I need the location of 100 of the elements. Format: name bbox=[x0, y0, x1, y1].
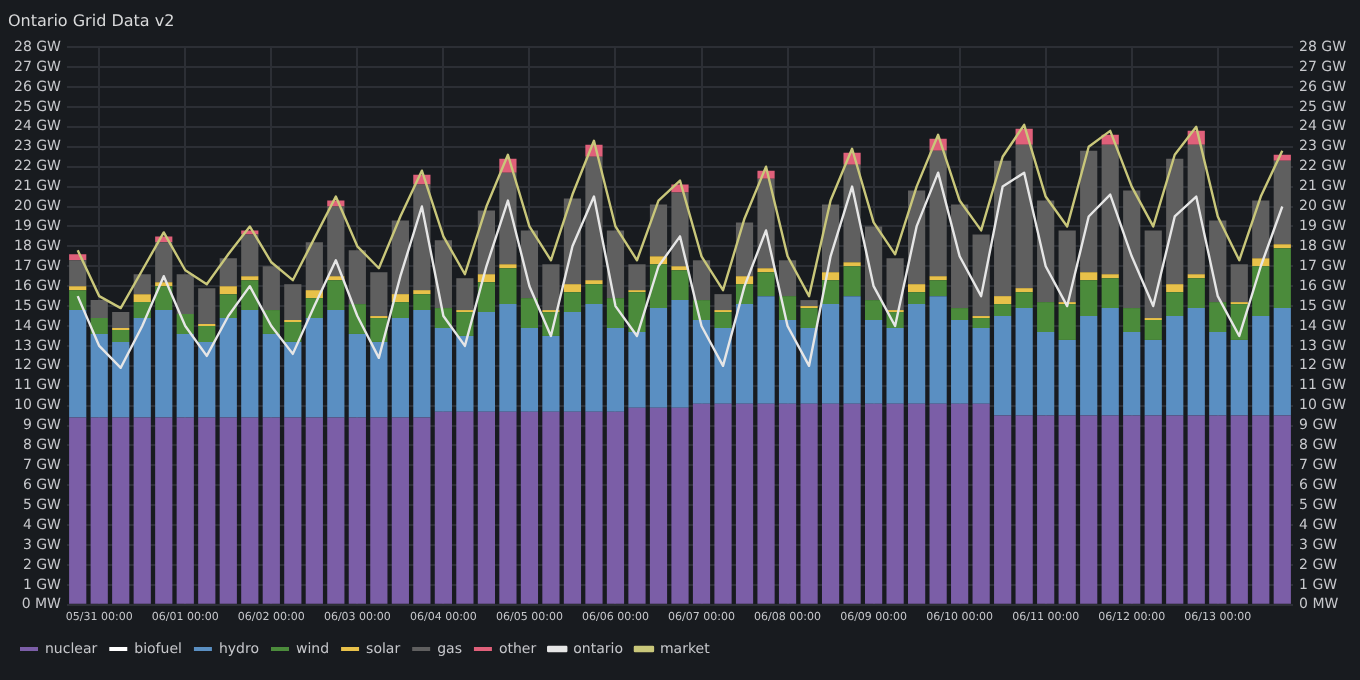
bar bbox=[563, 292, 582, 313]
bar bbox=[284, 417, 302, 604]
bar bbox=[133, 417, 151, 604]
bar bbox=[348, 250, 366, 305]
bar bbox=[714, 312, 732, 328]
bar bbox=[434, 327, 452, 412]
bar bbox=[692, 320, 711, 404]
bar bbox=[994, 160, 1012, 297]
bar bbox=[348, 417, 366, 604]
bar bbox=[1123, 308, 1141, 332]
bar bbox=[886, 258, 904, 311]
bar bbox=[1166, 292, 1184, 317]
bar bbox=[1187, 308, 1205, 416]
bar bbox=[671, 270, 689, 301]
bar bbox=[735, 304, 754, 404]
bar bbox=[585, 284, 603, 305]
bar bbox=[112, 341, 130, 418]
bar bbox=[972, 327, 990, 404]
bar bbox=[176, 417, 194, 604]
bar bbox=[284, 341, 302, 418]
bar bbox=[1166, 415, 1184, 604]
bar bbox=[821, 403, 840, 604]
bar bbox=[133, 294, 151, 303]
bar bbox=[821, 304, 840, 404]
bar bbox=[90, 333, 108, 418]
bar bbox=[69, 310, 87, 418]
bar bbox=[284, 284, 302, 321]
bar bbox=[391, 417, 409, 604]
bar bbox=[1166, 158, 1184, 285]
bar bbox=[262, 417, 280, 604]
bar bbox=[90, 417, 108, 604]
bar bbox=[951, 308, 969, 321]
bar bbox=[219, 286, 237, 295]
bar bbox=[90, 318, 108, 334]
bar bbox=[1101, 308, 1119, 416]
bar bbox=[908, 284, 926, 293]
bar bbox=[370, 417, 388, 604]
bar bbox=[1015, 144, 1033, 289]
bar bbox=[972, 403, 990, 604]
bar bbox=[499, 304, 517, 412]
bar bbox=[864, 320, 883, 404]
bar bbox=[951, 204, 969, 309]
bar bbox=[219, 417, 237, 604]
bar bbox=[219, 318, 237, 418]
bar bbox=[1123, 331, 1141, 416]
bar bbox=[563, 312, 582, 412]
bar bbox=[262, 266, 280, 311]
bar bbox=[864, 403, 883, 604]
bar bbox=[520, 327, 539, 412]
bar bbox=[649, 407, 668, 604]
bar bbox=[327, 280, 345, 311]
bar bbox=[391, 318, 409, 418]
bar bbox=[1252, 415, 1270, 604]
bar bbox=[994, 296, 1012, 305]
bar bbox=[628, 331, 646, 408]
bar bbox=[1058, 415, 1076, 604]
bar bbox=[69, 417, 87, 604]
bar bbox=[133, 274, 151, 295]
bar bbox=[1015, 415, 1033, 604]
bar bbox=[585, 304, 603, 412]
chart-title: Ontario Grid Data v2 bbox=[8, 11, 175, 30]
bar bbox=[1037, 415, 1055, 604]
bar bbox=[778, 260, 797, 297]
bar bbox=[391, 302, 409, 319]
bar bbox=[305, 318, 323, 418]
bar bbox=[908, 292, 926, 305]
bar bbox=[1209, 415, 1227, 604]
bar bbox=[1273, 415, 1291, 604]
bar bbox=[1058, 230, 1076, 303]
bar bbox=[908, 304, 926, 404]
bar bbox=[1273, 160, 1291, 245]
bar bbox=[155, 242, 173, 283]
bar bbox=[434, 411, 452, 604]
bar bbox=[176, 333, 194, 418]
bar bbox=[456, 278, 474, 311]
bar bbox=[1037, 331, 1055, 416]
bar bbox=[1187, 144, 1205, 275]
bar bbox=[757, 296, 775, 404]
bar bbox=[413, 310, 431, 418]
bar bbox=[305, 242, 323, 291]
bar bbox=[133, 318, 151, 418]
bar bbox=[929, 403, 947, 604]
bar bbox=[1230, 264, 1248, 303]
bar bbox=[241, 234, 259, 277]
bar bbox=[1080, 280, 1098, 317]
bar bbox=[714, 294, 732, 311]
bar bbox=[606, 230, 625, 299]
bar bbox=[585, 411, 603, 604]
bar bbox=[843, 296, 861, 404]
bar bbox=[843, 403, 861, 604]
bar bbox=[413, 417, 431, 604]
bar bbox=[886, 327, 904, 404]
bar bbox=[951, 320, 969, 404]
bar bbox=[606, 327, 625, 412]
bar bbox=[1230, 339, 1248, 416]
bar bbox=[778, 403, 797, 604]
bar bbox=[241, 417, 259, 604]
bar bbox=[155, 310, 173, 418]
bar bbox=[994, 304, 1012, 317]
bar bbox=[370, 341, 388, 418]
